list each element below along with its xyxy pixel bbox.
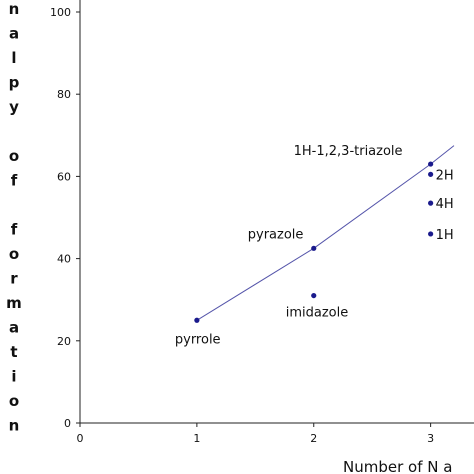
point-label: imidazole xyxy=(286,306,349,321)
x-axis-ticks: 0 1 2 3 xyxy=(77,423,434,445)
data-point xyxy=(311,292,317,299)
y-tick-label: 40 xyxy=(57,253,71,266)
y-label-letter: l xyxy=(11,49,16,67)
y-label-letter: r xyxy=(10,270,18,288)
data-point xyxy=(428,231,434,237)
y-tick-label: 80 xyxy=(57,88,71,101)
point-label: pyrazole xyxy=(248,227,304,242)
y-label-letter: n xyxy=(9,0,20,18)
data-point xyxy=(311,245,317,251)
x-tick-label: 1 xyxy=(193,432,200,445)
y-label-letter: p xyxy=(9,74,20,92)
data-points xyxy=(194,161,434,323)
x-axis-label: Number of N a xyxy=(343,458,452,474)
y-label-letter: o xyxy=(9,147,19,165)
x-tick-label: 2 xyxy=(310,432,317,445)
x-tick-label: 3 xyxy=(427,432,434,445)
y-tick-label: 60 xyxy=(57,170,71,183)
y-label-letter: n xyxy=(9,417,20,435)
point-label: 2H xyxy=(436,168,454,183)
data-point xyxy=(428,161,434,167)
point-label: pyrrole xyxy=(175,332,221,347)
trend-line xyxy=(196,145,455,321)
data-point xyxy=(428,200,434,206)
data-point xyxy=(194,317,200,323)
point-label: 4H xyxy=(436,197,454,212)
point-label: 1H-1,2,3-triazole xyxy=(294,144,403,159)
y-label-letter: m xyxy=(6,294,22,312)
data-point xyxy=(428,171,434,177)
y-label-letter: o xyxy=(9,245,19,263)
y-label-letter: a xyxy=(9,25,19,43)
y-label-letter: a xyxy=(9,319,19,337)
y-axis-ticks: 0 20 40 60 80 100 xyxy=(50,6,80,430)
y-tick-label: 20 xyxy=(57,335,71,348)
y-label-letter: o xyxy=(9,392,19,410)
point-labels: pyrrole pyrazole imidazole 1H-1,2,3-triazol… xyxy=(175,144,454,347)
x-tick-label: 0 xyxy=(77,432,84,445)
y-label-letter: f xyxy=(11,172,18,190)
y-tick-label: 100 xyxy=(50,6,71,19)
y-label-letter: f xyxy=(11,221,18,239)
y-label-letter: i xyxy=(11,368,16,386)
y-tick-label: 0 xyxy=(64,417,71,430)
y-label-letter: y xyxy=(9,98,19,116)
point-label: 1H xyxy=(436,228,454,243)
y-label-letter: t xyxy=(10,343,17,361)
